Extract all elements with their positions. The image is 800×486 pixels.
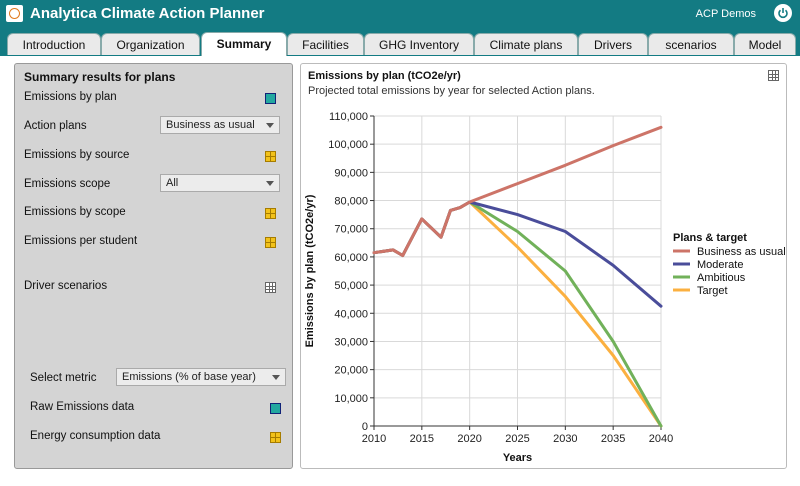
emissions-by-source-label: Emissions by source [24, 149, 130, 161]
energy-consumption-button[interactable] [270, 432, 281, 443]
chevron-down-icon [266, 123, 274, 128]
title-bar: Analytica Climate Action Planner ACP Dem… [0, 0, 800, 28]
energy-consumption-label: Energy consumption data [30, 430, 161, 442]
emissions-by-scope-button[interactable] [265, 208, 276, 219]
x-tick-label: 2035 [601, 433, 625, 445]
chevron-down-icon [266, 181, 274, 186]
legend-title: Plans & target [673, 232, 747, 244]
select-metric-dropdown[interactable]: Emissions (% of base year) [116, 368, 286, 386]
y-tick-label: 0 [362, 421, 368, 433]
series-line-business-as-usual [372, 125, 663, 257]
emissions-scope-value: All [166, 177, 179, 189]
tab-introduction[interactable]: Introduction [7, 33, 101, 55]
emissions-per-student-button[interactable] [265, 237, 276, 248]
y-tick-label: 100,000 [328, 139, 368, 151]
y-tick-label: 30,000 [334, 336, 368, 348]
tab-climate-plans[interactable]: Climate plans [474, 33, 578, 55]
emissions-by-plan-button[interactable] [265, 93, 276, 104]
y-tick-label: 80,000 [334, 196, 368, 208]
driver-scenarios-label: Driver scenarios [24, 280, 108, 292]
x-tick-label: 2025 [505, 433, 529, 445]
tab-organization[interactable]: Organization [101, 33, 200, 55]
tab-drivers[interactable]: Drivers [578, 33, 648, 55]
emissions-scope-label: Emissions scope [24, 178, 111, 190]
legend-label: Business as usual [697, 246, 786, 258]
emissions-by-source-button[interactable] [265, 151, 276, 162]
emissions-by-scope-label: Emissions by scope [24, 206, 126, 218]
legend-label: Moderate [697, 259, 743, 271]
chevron-down-icon [272, 375, 280, 380]
tab-facilities[interactable]: Facilities [287, 33, 364, 55]
power-icon[interactable] [774, 4, 792, 22]
select-metric-value: Emissions (% of base year) [122, 371, 256, 383]
chart-subtitle: Projected total emissions by year for se… [308, 85, 595, 97]
emissions-scope-dropdown[interactable]: All [160, 174, 280, 192]
app-logo-icon [6, 5, 23, 22]
legend-label: Target [697, 285, 728, 297]
action-plans-value: Business as usual [166, 119, 255, 131]
chart-title: Emissions by plan (tCO2e/yr) [308, 70, 461, 82]
y-tick-label: 90,000 [334, 167, 368, 179]
app-title: Analytica Climate Action Planner [30, 5, 265, 22]
user-label[interactable]: ACP Demos [695, 8, 756, 20]
emissions-line-chart: 0 10,000 20,000 30,000 40,000 50,000 60,000 70,… [304, 111, 786, 464]
tab-summary[interactable]: Summary [201, 32, 287, 56]
y-tick-label: 10,000 [334, 393, 368, 405]
tab-bar: Introduction Organization Summary Facili… [0, 28, 800, 56]
table-icon[interactable] [265, 282, 276, 293]
y-tick-label: 70,000 [334, 224, 368, 236]
table-view-icon[interactable] [768, 70, 779, 81]
x-tick-label: 2010 [362, 433, 386, 445]
x-tick-label: 2030 [553, 433, 577, 445]
y-axis-label: Emissions by plan (tCO2e/yr) [304, 194, 316, 347]
x-axis-label: Years [503, 452, 532, 464]
y-tick-label: 20,000 [334, 365, 368, 377]
chart-panel: Emissions by plan (tCO2e/yr) Projected t… [300, 63, 787, 469]
emissions-per-student-label: Emissions per student [24, 235, 138, 247]
legend-label: Ambitious [697, 272, 746, 284]
raw-emissions-label: Raw Emissions data [30, 401, 135, 413]
x-tick-label: 2015 [410, 433, 434, 445]
x-tick-label: 2040 [649, 433, 673, 445]
panel-title: Summary results for plans [24, 70, 176, 84]
action-plans-dropdown[interactable]: Business as usual [160, 116, 280, 134]
tab-scenarios[interactable]: scenarios [648, 33, 734, 55]
y-tick-label: 50,000 [334, 280, 368, 292]
raw-emissions-button[interactable] [270, 403, 281, 414]
summary-panel: Summary results for plans Emissions by p… [14, 63, 293, 469]
y-tick-label: 60,000 [334, 252, 368, 264]
emissions-by-plan-label: Emissions by plan [24, 91, 117, 103]
y-tick-label: 110,000 [329, 111, 368, 123]
y-tick-label: 40,000 [334, 308, 368, 320]
x-tick-label: 2020 [457, 433, 481, 445]
tab-model[interactable]: Model [734, 33, 796, 55]
tab-ghg-inventory[interactable]: GHG Inventory [364, 33, 474, 55]
select-metric-label: Select metric [30, 372, 97, 384]
action-plans-label: Action plans [24, 120, 87, 132]
